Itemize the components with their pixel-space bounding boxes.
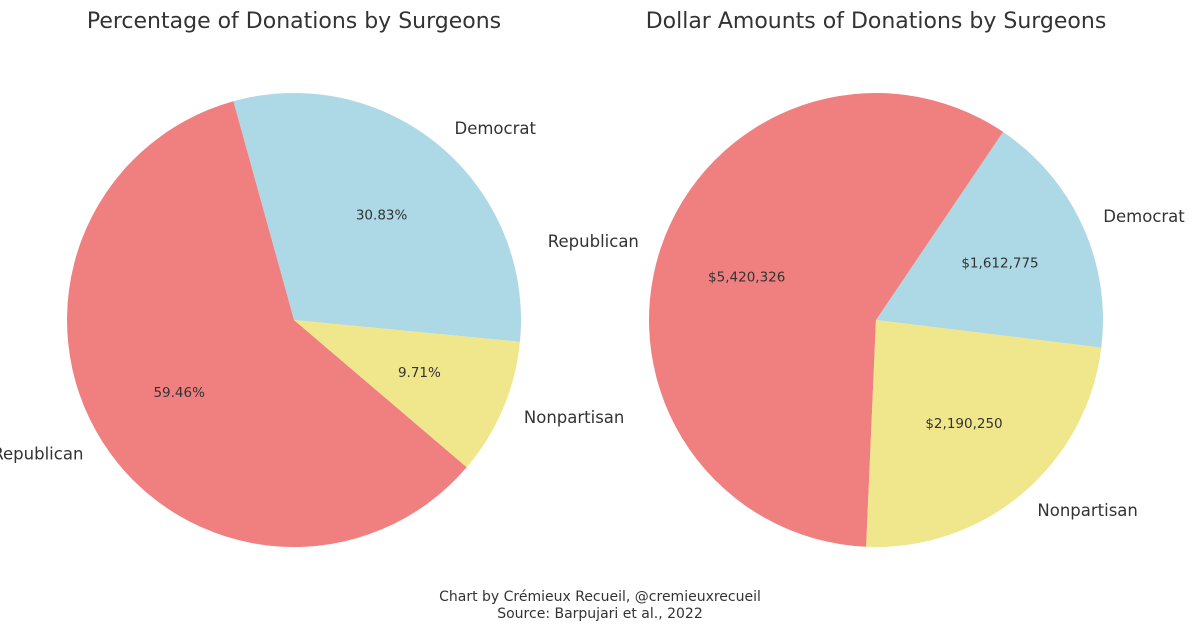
- pie-slice-republican: [649, 93, 1004, 547]
- pie-chart-dollar-amounts: $1,612,775 Democrat $5,420,326 Republican $2…: [548, 93, 1185, 548]
- category-label-democrat: Democrat: [455, 119, 537, 138]
- footer-credit: Chart by Crémieux Recueil, @cremieuxrecu…: [439, 589, 761, 605]
- pie-chart-percentage: 30.83% Democrat 59.46% Republican 9.71% Nonpa…: [0, 92, 624, 547]
- pie-slice-democrat: [876, 131, 1104, 348]
- category-label-nonpartisan: Nonpartisan: [1037, 501, 1137, 520]
- pie-slice-nonpartisan: [294, 320, 520, 468]
- pie-slice-democrat: [233, 92, 521, 342]
- value-label-nonpartisan: 9.71%: [398, 365, 441, 381]
- footer-source: Source: Barpujari et al., 2022: [497, 606, 703, 622]
- pie-slice-nonpartisan: [866, 320, 1102, 548]
- value-label-nonpartisan: $2,190,250: [925, 416, 1002, 432]
- pie-slice-republican: [67, 101, 467, 547]
- chart-title-right: Dollar Amounts of Donations by Surgeons: [646, 9, 1107, 34]
- value-label-democrat: 30.83%: [356, 208, 408, 224]
- category-label-republican: Republican: [0, 445, 83, 464]
- value-label-republican: 59.46%: [153, 385, 205, 401]
- chart-title-left: Percentage of Donations by Surgeons: [87, 9, 501, 34]
- category-label-nonpartisan: Nonpartisan: [524, 408, 624, 427]
- category-label-republican: Republican: [548, 232, 639, 251]
- value-label-republican: $5,420,326: [708, 269, 785, 285]
- value-label-democrat: $1,612,775: [961, 256, 1038, 272]
- category-label-democrat: Democrat: [1103, 207, 1185, 226]
